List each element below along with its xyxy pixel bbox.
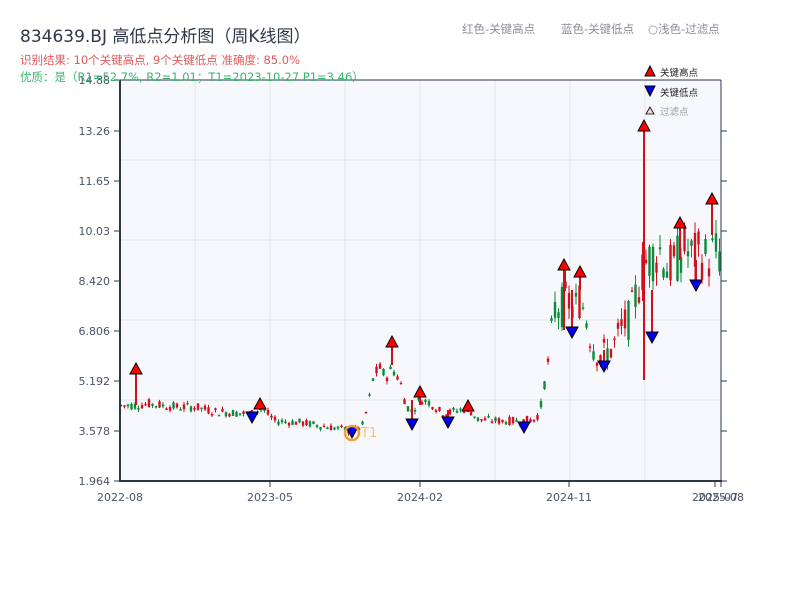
low-marker-icon — [517, 421, 531, 435]
y-tick-label: 8.420 — [79, 275, 111, 288]
quality-summary: 优质：是（R1=52.7%, R2=1.01；T1=2023-10-27 P1=… — [20, 70, 364, 84]
low-marker-icon — [644, 85, 656, 98]
t1-label: T1 — [360, 426, 377, 441]
y-tick-label: 10.03 — [79, 225, 111, 238]
high-marker-icon — [557, 257, 571, 271]
high-marker-icon — [673, 215, 687, 229]
low-marker-icon — [597, 360, 611, 374]
high-marker-icon — [573, 264, 587, 278]
y-tick-label: 11.65 — [79, 175, 111, 188]
y-tick-label: 3.578 — [79, 425, 111, 438]
filtered-marker-icon — [645, 106, 655, 115]
x-tick-label: 2022-08 — [97, 491, 143, 504]
y-axis-ticks — [114, 79, 727, 487]
high-marker-icon — [129, 361, 143, 375]
low-marker-icon — [565, 326, 579, 340]
low-marker-icon — [689, 279, 703, 293]
t1-annotation: T1 — [343, 424, 377, 442]
blue-legend-note: 蓝色-关键低点 — [561, 22, 635, 36]
high-marker-icon — [644, 64, 656, 77]
chart-legend: 关键高点 关键低点 过滤点 — [644, 64, 699, 118]
high-marker-icon — [253, 396, 267, 410]
legend-high-label: 关键高点 — [660, 67, 699, 79]
y-tick-label: 6.806 — [79, 325, 111, 338]
key-point-markers — [129, 118, 719, 440]
y-axis-labels: 14.88 13.26 11.65 10.03 8.420 6.806 5.19… — [79, 74, 111, 488]
x-axis-labels: 2022-08 2023-05 2024-02 2024-11 2025-07 … — [97, 491, 744, 504]
result-summary: 识别结果: 10个关键高点, 9个关键低点 准确度: 85.0% — [20, 53, 301, 67]
y-tick-label: 5.192 — [79, 375, 111, 388]
high-marker-icon — [413, 384, 427, 398]
x-tick-label: 2023-05 — [247, 491, 293, 504]
x-tick-label: 2024-11 — [546, 491, 592, 504]
red-legend-note: 红色-关键高点 — [462, 22, 536, 36]
y-tick-label: 14.88 — [79, 74, 111, 87]
high-marker-icon — [461, 398, 475, 412]
light-legend-note: ○浅色-过滤点 — [648, 22, 720, 36]
candlestick-series — [119, 219, 721, 436]
high-marker-icon — [705, 191, 719, 205]
low-marker-icon — [405, 418, 419, 432]
x-tick-label: 2025-07 — [692, 491, 738, 504]
high-marker-icon — [385, 334, 399, 348]
low-marker-icon — [245, 411, 259, 425]
low-marker-icon — [645, 331, 659, 345]
y-tick-label: 13.26 — [79, 125, 111, 138]
chart-title: 834639.BJ 高低点分析图（周K线图） — [20, 27, 311, 47]
t1-ring-icon — [343, 424, 361, 442]
high-marker-icon — [637, 118, 651, 132]
legend-low-label: 关键低点 — [660, 87, 699, 99]
legend-filtered-label: 过滤点 — [660, 106, 689, 118]
x-tick-label: 2024-02 — [397, 491, 443, 504]
x-tick-label: 2025-08 — [698, 491, 744, 504]
y-tick-label: 1.964 — [79, 475, 111, 488]
low-marker-icon — [441, 416, 455, 430]
